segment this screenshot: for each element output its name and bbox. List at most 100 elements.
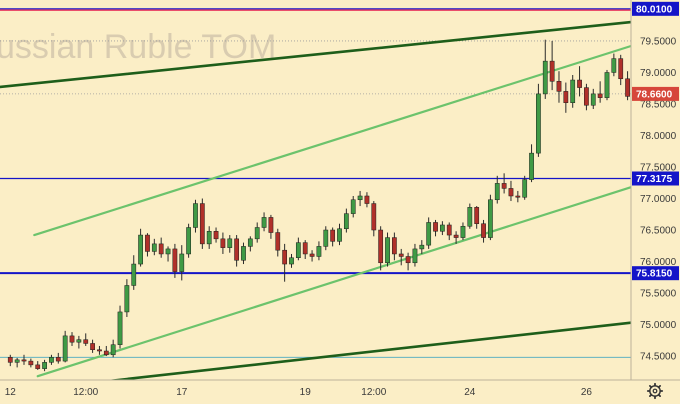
candle-up: [289, 257, 294, 265]
price-tick-label: 74.5000: [640, 352, 677, 363]
candle-down: [103, 350, 109, 356]
candle-down: [597, 93, 603, 98]
candle-up: [467, 207, 473, 227]
candle-down: [556, 81, 562, 92]
candle-up: [536, 93, 541, 154]
candle-up: [49, 357, 54, 363]
candle-down: [474, 207, 480, 224]
time-tick-label: 12:00: [73, 387, 98, 398]
price-axis-labels: 79.5000 79.0000 78.5000 78.0000 77.5000 77.00…: [640, 36, 677, 362]
candle-up: [426, 222, 432, 246]
candle-down: [90, 343, 95, 351]
candle-up: [193, 203, 198, 228]
candle-down: [28, 360, 34, 366]
candle-down: [83, 339, 89, 344]
candle-down: [309, 253, 315, 257]
candle-down: [501, 183, 507, 189]
candle-down: [405, 256, 411, 264]
current-price-tag: [632, 86, 679, 101]
resistance-level-tag-text: 77.3175: [636, 174, 673, 185]
time-tick-label: 12: [5, 387, 17, 398]
candle-up: [261, 217, 267, 228]
candle-up: [316, 246, 322, 257]
candle-down: [199, 203, 205, 245]
candle-up: [522, 179, 528, 198]
candle-down: [364, 195, 370, 204]
upper-limit-level-tag: [632, 1, 679, 16]
candle-down: [577, 79, 582, 88]
candle-up: [357, 195, 363, 201]
time-tick-label: 26: [581, 387, 593, 398]
candle-down: [515, 195, 521, 198]
candle-down: [563, 91, 569, 103]
candle-up: [14, 359, 20, 363]
candle-up: [206, 231, 212, 245]
candle-up: [62, 335, 68, 362]
candle-down: [625, 78, 630, 97]
candle-up: [110, 344, 116, 356]
support-level-tag-text: 75.8150: [636, 269, 673, 280]
candle-down: [69, 335, 75, 343]
price-tick-label: 78.0000: [640, 131, 677, 142]
candle-down: [234, 238, 240, 261]
candles: [7, 39, 637, 372]
candle-down: [398, 253, 404, 257]
time-tick-label: 17: [176, 387, 188, 398]
time-axis[interactable]: [0, 380, 631, 404]
drawing-lines: [0, 8, 633, 391]
candle-down: [158, 243, 164, 255]
price-tick-label: 77.5000: [640, 162, 677, 173]
candle-down: [172, 248, 178, 272]
candle-down: [145, 234, 150, 252]
price-axis[interactable]: [631, 0, 680, 380]
candle-up: [165, 248, 171, 255]
chart-title-watermark: ussian Ruble TOM: [0, 28, 276, 66]
grid: [0, 40, 631, 95]
candle-up: [611, 58, 617, 73]
candle-down: [220, 238, 226, 248]
price-tags: 80.0100 77.3175 75.8150 78.6600: [632, 1, 679, 281]
candle-down: [378, 229, 384, 264]
candle-up: [254, 227, 260, 240]
candle-down: [213, 231, 219, 240]
candle-down: [391, 237, 397, 255]
price-tick-label: 79.0000: [640, 68, 677, 79]
candle-up: [590, 93, 596, 106]
candle-down: [21, 359, 27, 362]
candle-up: [494, 183, 500, 201]
candle-down: [55, 357, 61, 362]
candle-up: [76, 339, 82, 343]
candle-down: [282, 249, 288, 265]
candle-down: [97, 349, 102, 352]
candle-down: [481, 223, 486, 238]
candle-up: [241, 246, 246, 261]
candle-up: [529, 152, 534, 180]
price-tick-label: 76.0000: [640, 257, 677, 268]
candle-up: [227, 238, 233, 248]
candle-down: [302, 242, 308, 255]
candle-down: [275, 232, 281, 251]
candle-down: [508, 188, 514, 197]
candle-down: [330, 229, 336, 242]
candle-up: [138, 234, 143, 265]
candle-up: [460, 225, 466, 238]
candle-down: [268, 217, 274, 233]
time-tick-label: 19: [300, 387, 312, 398]
settings-gear-icon[interactable]: [646, 382, 664, 400]
candle-down: [35, 364, 41, 369]
candle-up: [124, 285, 130, 313]
current-price-tag-text: 78.6600: [636, 89, 673, 100]
lower-green-line: [36, 186, 633, 378]
candle-up: [542, 60, 548, 95]
candle-down: [446, 224, 452, 236]
candle-up: [350, 199, 356, 214]
resistance-level-tag: [632, 171, 679, 186]
price-tick-label: 75.0000: [640, 320, 677, 331]
candle-up: [570, 79, 576, 103]
candle-up: [604, 72, 610, 98]
candle-down: [584, 87, 589, 106]
upper-green-line: [33, 44, 633, 237]
price-tick-label: 75.5000: [640, 289, 677, 300]
